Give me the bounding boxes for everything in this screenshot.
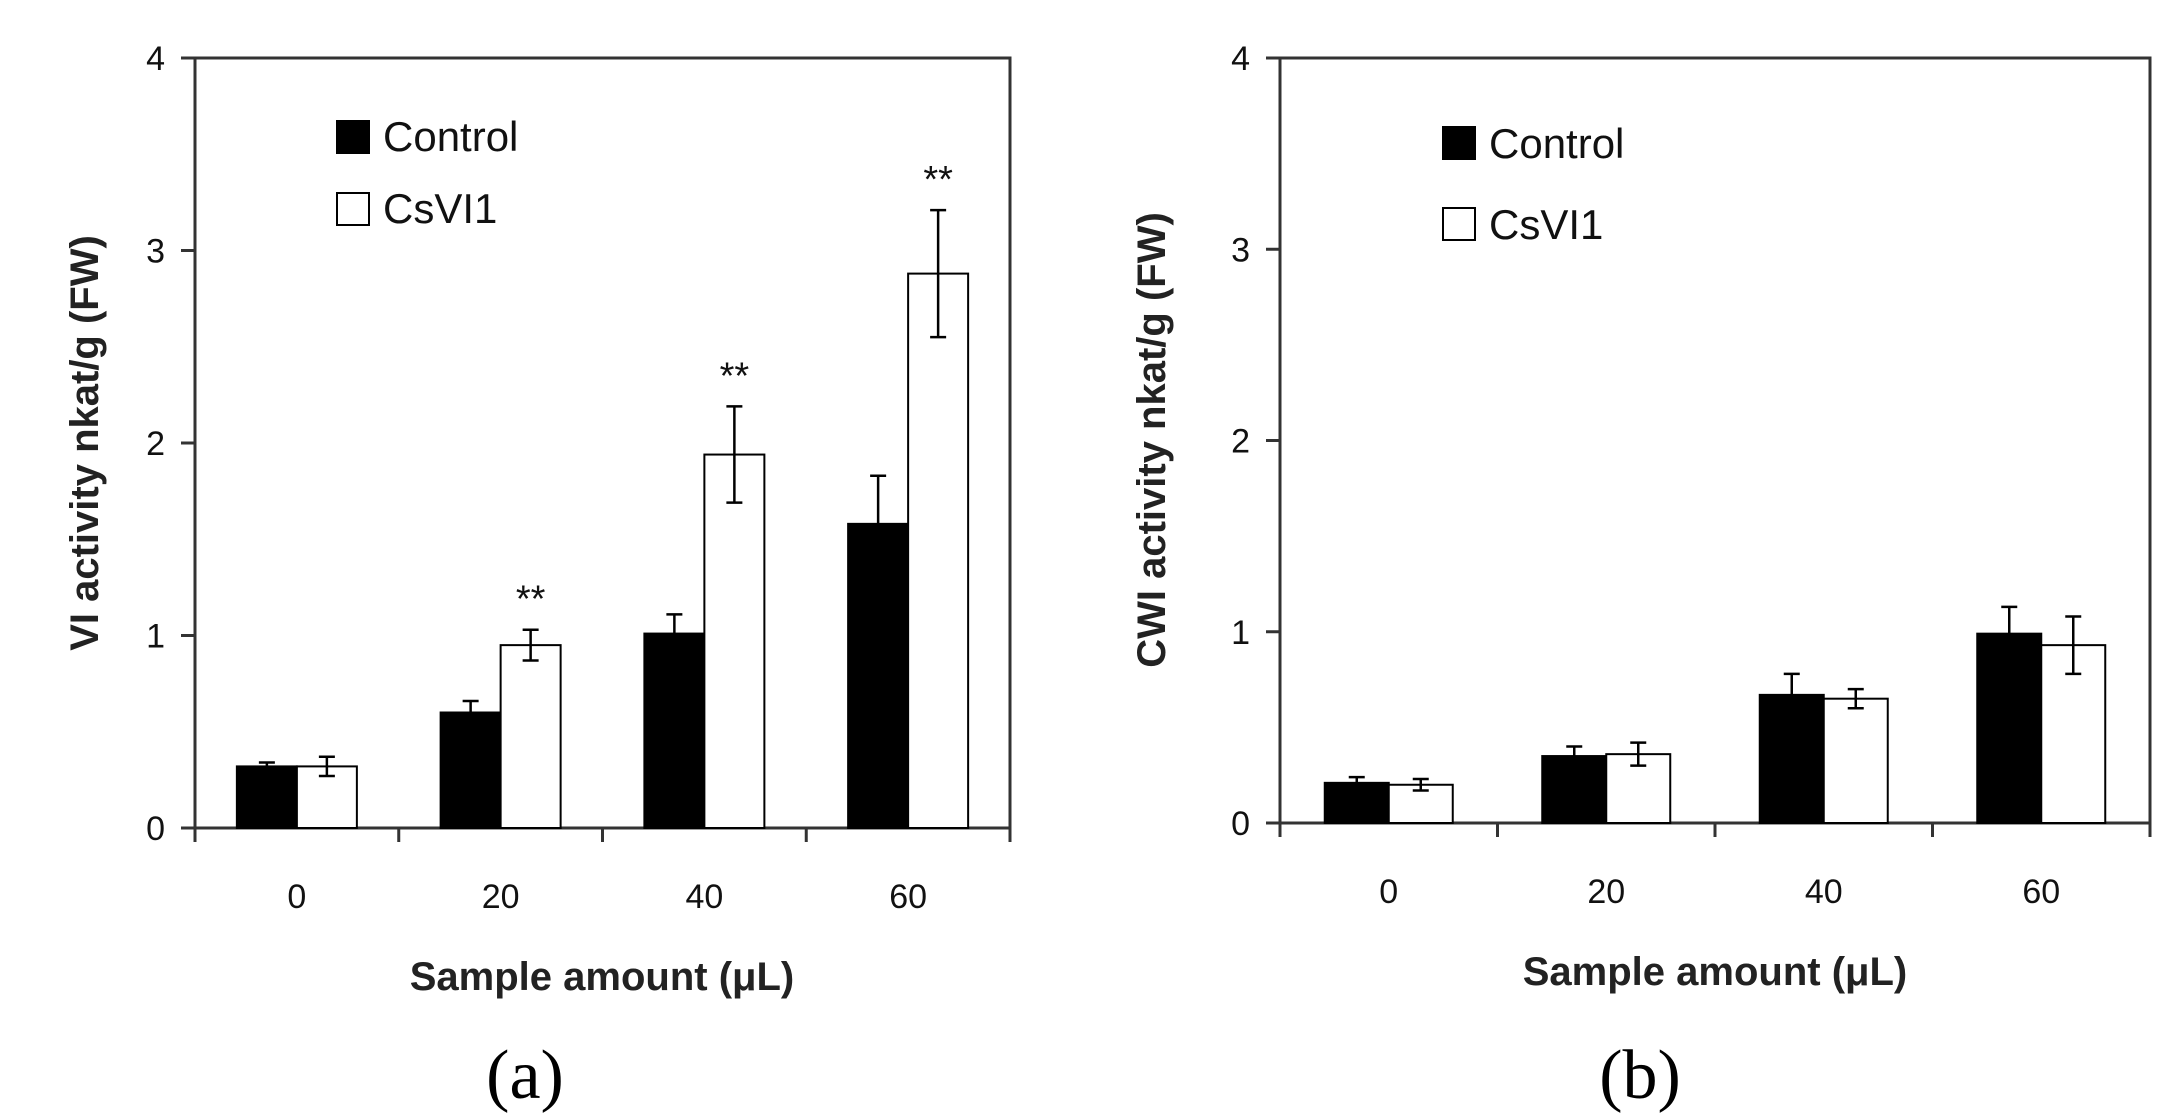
x-tick-label: 20 [482,878,520,916]
panel-a-chart: VI activity nkat/g (FW) Sample amount (μ… [63,40,1012,1114]
y-tick-label: 0 [146,810,165,848]
x-axis-title: Sample amount (μL) [1523,950,1908,994]
x-axis-title: Sample amount (μL) [410,955,795,999]
bar-marks [1323,605,2107,825]
y-tick-label: 4 [146,40,165,78]
legend: Control CsVI1 [1442,120,1624,248]
y-tick-label: 1 [1231,614,1250,652]
y-tick-label: 2 [1231,423,1250,461]
x-tick-label: 0 [287,878,306,916]
y-tick-label: 2 [146,425,165,463]
bar-csvi1 [1822,697,1889,824]
legend-swatch-control [336,120,370,154]
bar-control [847,522,910,829]
panel-b-chart: CWI activity nkat/g (FW) Sample amount (… [1130,40,2152,1114]
significance-marker: ** [516,579,546,621]
legend-swatch-csvi1 [1442,207,1476,241]
legend-swatch-control [1442,126,1476,160]
bar-csvi1 [499,644,562,829]
panel-label: (a) [486,1037,564,1114]
legend-label-csvi1: CsVI1 [1489,201,1603,248]
legend: Control CsVI1 [336,113,518,232]
y-tick-label: 4 [1231,40,1250,78]
x-tick-label: 60 [2022,873,2060,911]
bar-control [1976,632,2043,824]
y-tick-label: 0 [1231,805,1250,843]
y-axis-title: VI activity nkat/g (FW) [63,235,107,651]
bar-control [1541,755,1608,824]
y-axis-title: CWI activity nkat/g (FW) [1130,212,1174,668]
legend-swatch-csvi1 [336,192,370,226]
x-tick-label: 40 [685,878,723,916]
bar-control [439,711,502,829]
significance-marker: ** [923,159,953,201]
x-tick-label: 20 [1587,873,1625,911]
significance-marker: ** [720,355,750,397]
bar-control [643,632,706,830]
bar-control [235,765,298,830]
legend-label-control: Control [383,113,518,160]
bar-marks: ** ** ** [235,159,970,830]
y-tick-label: 3 [146,233,165,271]
y-tick-label: 1 [146,618,165,656]
y-tick-label: 3 [1231,231,1250,269]
x-tick-label: 40 [1805,873,1843,911]
bar-csvi1 [703,453,766,829]
legend-label-csvi1: CsVI1 [383,185,497,232]
legend-label-control: Control [1489,120,1624,167]
panel-label: (b) [1599,1037,1681,1114]
bar-csvi1 [907,272,970,830]
x-tick-label: 0 [1379,873,1398,911]
x-tick-label: 60 [889,878,927,916]
